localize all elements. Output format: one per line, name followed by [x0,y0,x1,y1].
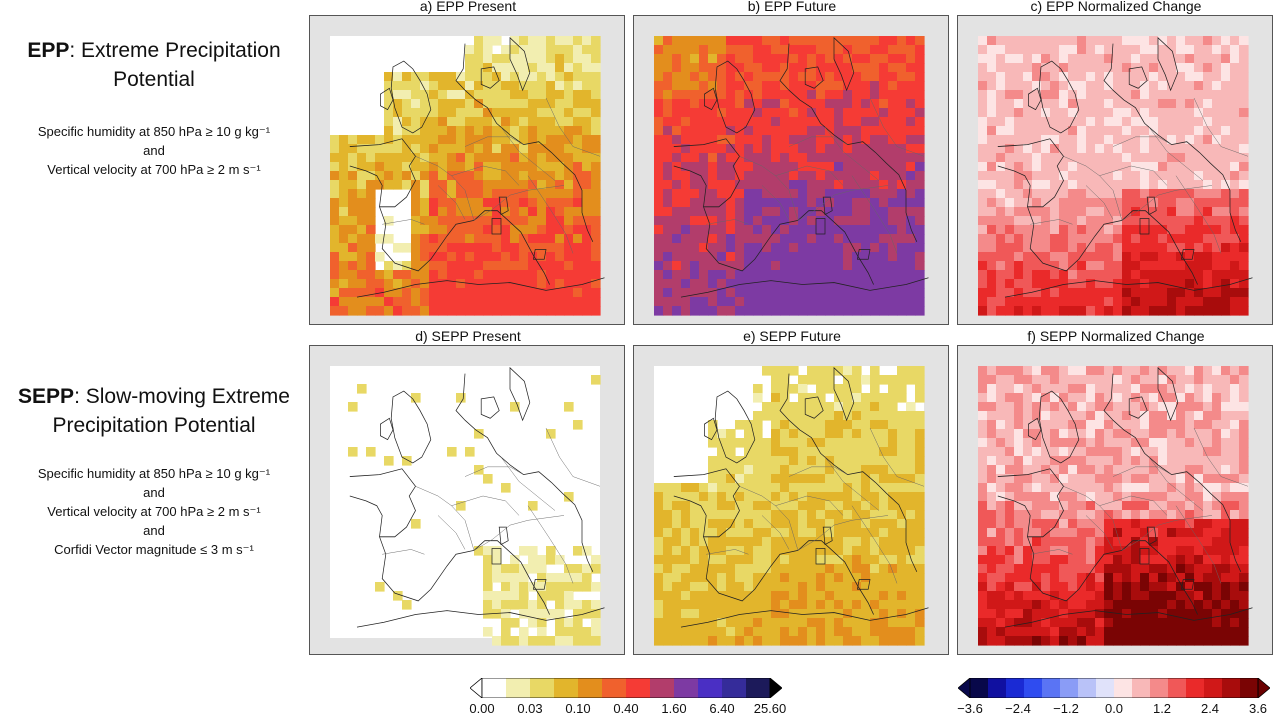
change-colorbar [958,678,1270,698]
colorbar-tick-label: −2.4 [1005,701,1031,716]
colorbar-swatch [1204,678,1223,698]
map-panel-epp-future [633,15,949,325]
colorbar-tick-label: 0.0 [1104,701,1124,716]
colorbar-tick-label: 0.03 [517,701,543,716]
colorbar-tick-label: 0.10 [565,701,591,716]
colorbar-swatch [1024,678,1043,698]
map-field [978,36,1253,316]
map-field [654,36,929,316]
colorbar-swatch [1150,678,1169,698]
colorbar-tick-label: 1.2 [1152,701,1172,716]
colorbar-swatch [1114,678,1133,698]
colorbar-swatch [506,678,531,698]
colorbar-swatch [1168,678,1187,698]
colorbar-tick-label: 6.40 [709,701,735,716]
frequency-colorbar [470,678,782,698]
colorbar-swatch [650,678,675,698]
colorbar-tick-label: 0.00 [469,701,495,716]
colorbar-swatch [1042,678,1061,698]
colorbar-swatch [722,678,747,698]
colorbar-max-extension [1257,678,1270,698]
map-panel-sepp-future [633,345,949,655]
epp-heading: EPP: Extreme Precipitation Potential [27,39,281,91]
map-panel-sepp-present [309,345,625,655]
map-field [654,366,929,646]
colorbar-tick-label: −3.6 [957,701,983,716]
colorbar-swatch [1078,678,1097,698]
colorbar-swatch [578,678,603,698]
epp-criteria: Specific humidity at 850 hPa ≥ 10 g kg⁻¹… [37,124,271,177]
colorbar-tick-label: −1.2 [1053,701,1079,716]
colorbar-swatch [602,678,627,698]
sepp-heading: SEPP: Slow-moving Extreme Precipitation … [18,385,290,437]
map-panel-epp-present [309,15,625,325]
colorbar-swatch [1240,678,1259,698]
colorbar-swatch [1186,678,1205,698]
colorbar-tick-label: 25.60 [753,701,787,716]
colorbar-tick-label: 1.60 [661,701,687,716]
map-field [330,36,605,316]
colorbar-swatch [1132,678,1151,698]
map-panel-epp-change [957,15,1273,325]
panel-title-c: c) EPP Normalized Change [1030,0,1202,14]
colorbar-swatch [1096,678,1115,698]
colorbar-swatch [554,678,579,698]
colorbar-swatch [1060,678,1079,698]
colorbar-swatch [626,678,651,698]
colorbar-tick-label: 0.40 [613,701,639,716]
map-field [330,366,605,646]
colorbar-swatch [482,678,507,698]
colorbar-swatch [1222,678,1241,698]
colorbar-tick-label: 2.4 [1200,701,1220,716]
colorbar-max-extension [769,678,782,698]
colorbar-swatch [698,678,723,698]
panel-title-b: b) EPP Future [747,0,837,14]
panel-title-e: e) SEPP Future [743,328,841,344]
panel-title-a: a) EPP Present [419,0,517,14]
panel-title-f: f) SEPP Normalized Change [1027,328,1205,344]
map-panel-sepp-change [957,345,1273,655]
colorbar-min-extension [958,678,971,698]
colorbar-swatch [746,678,771,698]
colorbar-swatch [1006,678,1025,698]
panel-title-d: d) SEPP Present [415,328,521,344]
colorbar-tick-label: 3.6 [1248,701,1268,716]
colorbar-swatch [988,678,1007,698]
colorbar-min-extension [470,678,483,698]
colorbar-swatch [530,678,555,698]
sepp-criteria: Specific humidity at 850 hPa ≥ 10 g kg⁻¹… [37,466,271,557]
map-field [978,366,1253,646]
epp-description: EPP: Extreme Precipitation Potential Spe… [0,36,308,179]
sepp-description: SEPP: Slow-moving Extreme Precipitation … [0,382,308,559]
colorbar-swatch [970,678,989,698]
colorbar-swatch [674,678,699,698]
